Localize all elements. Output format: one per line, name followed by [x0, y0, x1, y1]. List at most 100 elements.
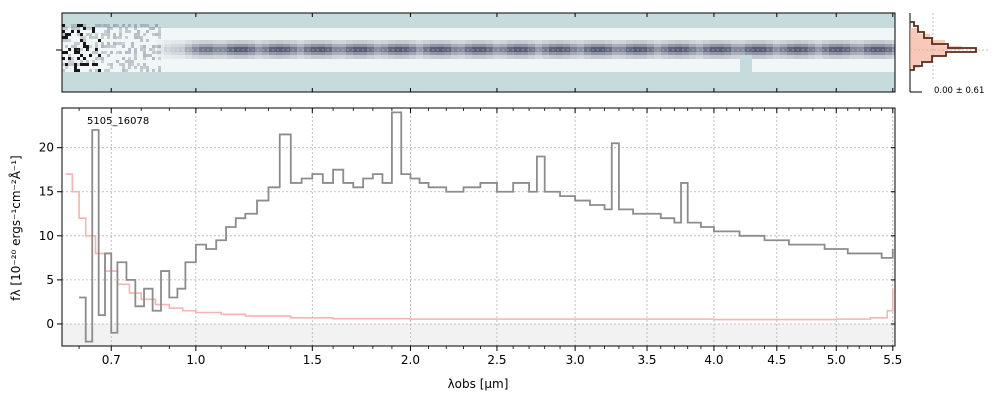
trace-pixel [633, 52, 640, 55]
noise-pixel [131, 42, 134, 45]
trace-pixel [654, 55, 661, 59]
noise-pixel [128, 48, 131, 51]
trace-pixel [227, 40, 234, 44]
trace-pixel [766, 55, 773, 59]
noise-pixel [140, 24, 143, 27]
noise-pixel [83, 27, 86, 30]
trace-pixel [339, 55, 346, 59]
trace-pixel [290, 52, 297, 55]
trace-pixel [311, 40, 318, 44]
trace-pixel [563, 55, 570, 59]
noise-pixel [143, 54, 146, 57]
trace-pixel [682, 55, 689, 59]
trace-pixel [297, 55, 304, 59]
trace-pixel [248, 44, 255, 47]
noise-pixel [122, 24, 125, 27]
noise-pixel [80, 60, 83, 63]
profile-model-fill [910, 28, 962, 68]
trace-pixel [689, 44, 696, 47]
trace-pixel [304, 47, 311, 52]
trace-pixel [262, 47, 269, 52]
noise-pixel [134, 54, 137, 57]
trace-pixel [304, 52, 311, 55]
trace-pixel [374, 47, 381, 52]
noise-pixel [158, 66, 161, 69]
noise-pixel [140, 66, 143, 69]
trace-pixel [591, 44, 598, 47]
trace-pixel [577, 52, 584, 55]
trace-pixel [724, 55, 731, 59]
trace-pixel [416, 44, 423, 47]
trace-pixel [808, 47, 815, 52]
trace-pixel [563, 40, 570, 44]
trace-pixel [794, 44, 801, 47]
trace-pixel [234, 44, 241, 47]
trace-pixel [164, 47, 171, 52]
noise-pixel [71, 27, 74, 30]
x-axis-label: λobs [μm] [448, 377, 509, 391]
noise-pixel [89, 36, 92, 39]
trace-pixel [521, 47, 528, 52]
trace-pixel [857, 40, 864, 44]
noise-pixel [116, 42, 119, 45]
noise-pixel [128, 66, 131, 69]
noise-pixel [74, 51, 77, 54]
trace-pixel [465, 47, 472, 52]
trace-pixel [871, 47, 878, 52]
trace-pixel [591, 47, 598, 52]
noise-pixel [80, 48, 83, 51]
trace-pixel [311, 44, 318, 47]
trace-pixel [353, 52, 360, 55]
trace-pixel [633, 44, 640, 47]
trace-pixel [766, 47, 773, 52]
trace-pixel [437, 52, 444, 55]
trace-pixel [374, 40, 381, 44]
trace-pixel [472, 47, 479, 52]
trace-pixel [745, 40, 752, 44]
noise-pixel [89, 45, 92, 48]
trace-pixel [374, 44, 381, 47]
noise-pixel [107, 30, 110, 33]
trace-pixel [850, 55, 857, 59]
trace-pixel [696, 44, 703, 47]
noise-pixel [110, 51, 113, 54]
trace-pixel [787, 47, 794, 52]
trace-pixel [759, 55, 766, 59]
trace-pixel [829, 40, 836, 44]
trace-pixel [780, 55, 787, 59]
trace-pixel [584, 44, 591, 47]
trace-pixel [458, 44, 465, 47]
trace-pixel [395, 40, 402, 44]
noise-pixel [65, 33, 68, 36]
noise-pixel [134, 66, 137, 69]
trace-pixel [227, 52, 234, 55]
trace-pixel [339, 44, 346, 47]
trace-pixel [409, 55, 416, 59]
noise-pixel [86, 27, 89, 30]
trace-pixel [766, 40, 773, 44]
noise-pixel [71, 63, 74, 66]
noise-pixel [116, 60, 119, 63]
trace-pixel [297, 40, 304, 44]
noise-pixel [68, 57, 71, 60]
noise-pixel [110, 27, 113, 30]
trace-pixel [878, 44, 885, 47]
trace-pixel [206, 40, 213, 44]
trace-pixel [675, 47, 682, 52]
noise-pixel [134, 24, 137, 27]
trace-pixel [493, 44, 500, 47]
trace-pixel [241, 47, 248, 52]
trace-pixel [668, 40, 675, 44]
trace-pixel [241, 55, 248, 59]
noise-pixel [125, 51, 128, 54]
trace-pixel [206, 47, 213, 52]
trace-pixel [850, 52, 857, 55]
noise-pixel [80, 33, 83, 36]
trace-pixel [626, 40, 633, 44]
trace-pixel [164, 52, 171, 55]
trace-pixel [773, 55, 780, 59]
trace-pixel [514, 40, 521, 44]
spectrum-2d-panel [56, 12, 896, 93]
noise-pixel [95, 45, 98, 48]
noise-pixel [98, 39, 101, 42]
